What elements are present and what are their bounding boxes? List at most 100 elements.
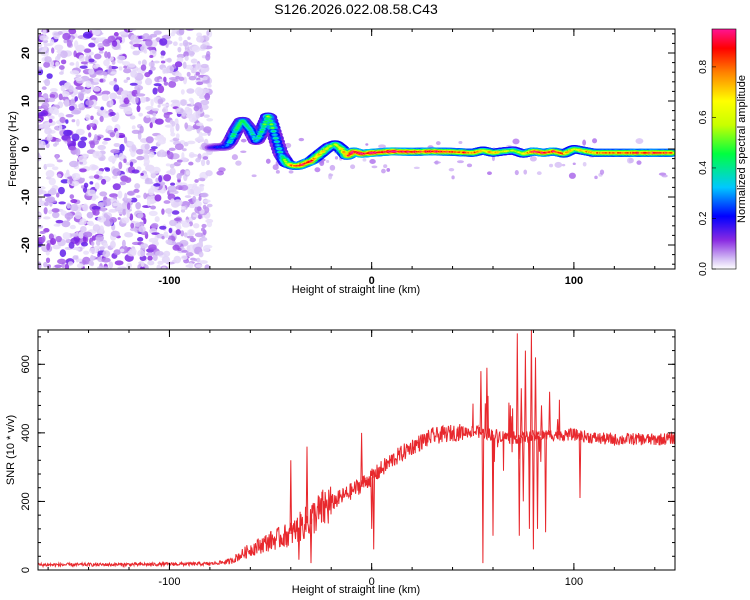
noise-blob: [151, 232, 160, 236]
noise-blob: [198, 131, 203, 138]
noise-blob: [167, 185, 177, 193]
noise-blob: [92, 150, 102, 159]
noise-blob: [174, 61, 183, 68]
track-segment: [232, 133, 236, 135]
noise-blob: [177, 46, 182, 53]
noise-blob: [129, 82, 138, 86]
noise-blob: [83, 48, 92, 53]
noise-blob: [78, 231, 85, 239]
track-segment: [264, 120, 268, 123]
noise-blob: [177, 222, 181, 229]
noise-blob: [119, 31, 129, 36]
noise-blob: [371, 165, 378, 169]
noise-blob: [182, 61, 187, 69]
noise-blob: [202, 245, 210, 252]
noise-blob: [148, 151, 155, 158]
noise-blob: [92, 78, 100, 83]
noise-blob: [334, 156, 339, 160]
noise-blob: [180, 99, 187, 107]
noise-blob: [109, 208, 115, 213]
noise-blob: [180, 89, 185, 95]
noise-blob: [140, 243, 149, 249]
noise-blob: [73, 40, 79, 49]
noise-blob: [206, 30, 210, 36]
noise-blob: [80, 185, 85, 189]
noise-blob: [79, 218, 87, 226]
noise-blob: [69, 224, 76, 230]
spectrogram-ylabel: Frequency (Hz): [7, 111, 19, 187]
noise-blob: [38, 188, 43, 195]
noise-blob: [202, 199, 211, 203]
noise-blob: [113, 249, 121, 256]
noise-blob: [57, 30, 63, 35]
noise-blob: [188, 204, 196, 209]
noise-blob: [150, 146, 158, 150]
noise-blob: [110, 71, 117, 75]
noise-blob: [231, 154, 238, 161]
noise-blob: [132, 43, 143, 48]
noise-blob: [201, 104, 209, 110]
colorbar-tick-label: 0.2: [698, 211, 709, 225]
noise-blob: [44, 127, 52, 135]
noise-blob: [48, 209, 53, 214]
noise-blob: [171, 210, 180, 215]
track-segment: [281, 157, 286, 159]
noise-blob: [109, 111, 116, 117]
noise-blob: [109, 216, 117, 223]
noise-blob: [178, 29, 185, 36]
noise-blob: [529, 156, 537, 162]
noise-blob: [195, 122, 204, 127]
track-segment: [228, 141, 232, 144]
noise-blob: [146, 198, 151, 207]
noise-blob: [180, 208, 186, 213]
noise-blob: [175, 229, 181, 235]
noise-blob: [102, 199, 112, 207]
noise-blob: [145, 105, 154, 111]
noise-blob: [75, 61, 80, 69]
noise-blob: [90, 241, 95, 246]
noise-blob: [435, 141, 441, 146]
noise-blob: [451, 175, 455, 180]
noise-blob: [93, 106, 101, 110]
noise-blob: [82, 203, 89, 212]
noise-blob: [115, 112, 120, 120]
noise-blob: [90, 254, 95, 262]
noise-blob: [131, 125, 136, 130]
noise-blob: [126, 191, 135, 196]
noise-blob: [38, 43, 43, 48]
noise-blob: [163, 81, 169, 86]
noise-blob: [196, 206, 202, 212]
noise-blob: [196, 81, 204, 86]
noise-blob: [112, 202, 119, 207]
noise-blob: [85, 114, 91, 121]
noise-blob: [45, 257, 51, 264]
noise-blob: [88, 247, 99, 254]
noise-blob: [130, 149, 136, 158]
noise-blob: [523, 169, 528, 175]
noise-blob: [58, 93, 63, 101]
noise-blob: [235, 160, 242, 166]
noise-blob: [127, 63, 136, 68]
noise-blob: [206, 203, 213, 208]
noise-blob: [129, 227, 139, 232]
noise-blob: [143, 217, 147, 225]
noise-blob: [127, 93, 132, 101]
noise-blob: [58, 71, 64, 75]
noise-blob: [119, 181, 127, 186]
noise-blob: [46, 196, 56, 203]
noise-blob: [47, 97, 56, 103]
noise-blob: [143, 192, 148, 200]
noise-blob: [60, 179, 70, 184]
noise-blob: [200, 99, 210, 106]
noise-blob: [136, 105, 141, 113]
noise-blob: [129, 161, 134, 167]
track-segment: [278, 151, 282, 153]
noise-blob: [117, 217, 121, 220]
noise-blob: [113, 142, 121, 147]
noise-blob: [144, 143, 150, 150]
noise-blob: [180, 108, 184, 113]
noise-blob: [46, 243, 51, 251]
noise-blob: [139, 125, 144, 134]
noise-blob: [491, 155, 495, 162]
noise-blob: [108, 65, 112, 73]
